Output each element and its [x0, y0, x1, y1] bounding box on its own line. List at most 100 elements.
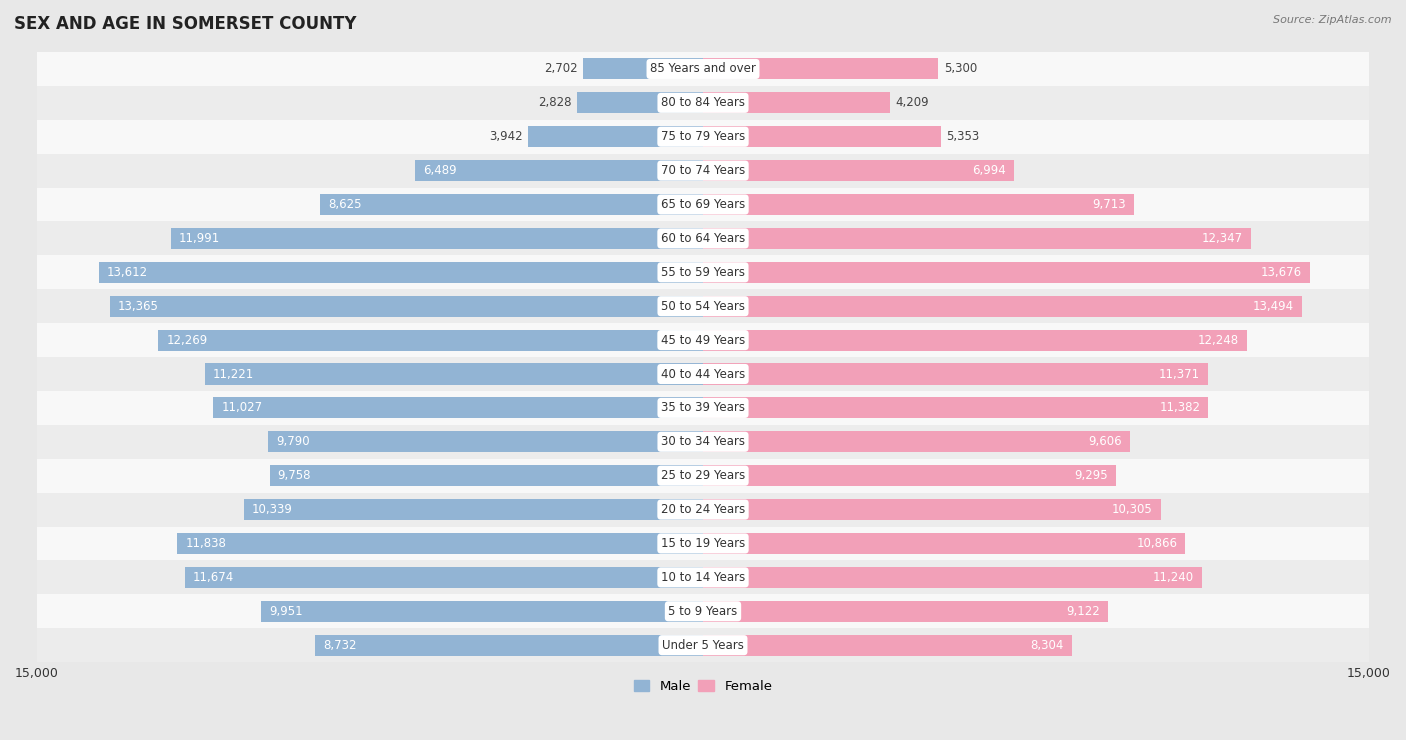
Bar — [37, 187, 1369, 221]
Bar — [703, 296, 1302, 317]
Text: 3,942: 3,942 — [489, 130, 523, 144]
Text: 8,625: 8,625 — [328, 198, 361, 211]
Text: 9,951: 9,951 — [269, 605, 302, 618]
Bar — [415, 160, 703, 181]
Text: 5,300: 5,300 — [943, 62, 977, 75]
Bar — [159, 329, 703, 351]
Bar — [37, 425, 1369, 459]
Text: 6,489: 6,489 — [423, 164, 457, 177]
Text: Under 5 Years: Under 5 Years — [662, 639, 744, 652]
Text: 75 to 79 Years: 75 to 79 Years — [661, 130, 745, 144]
Bar — [205, 363, 703, 385]
Bar — [37, 493, 1369, 527]
Text: Source: ZipAtlas.com: Source: ZipAtlas.com — [1274, 15, 1392, 25]
Text: 11,838: 11,838 — [186, 537, 226, 550]
Text: 12,269: 12,269 — [166, 334, 208, 346]
Text: 9,295: 9,295 — [1074, 469, 1108, 482]
Text: 11,382: 11,382 — [1160, 401, 1201, 414]
Text: 9,606: 9,606 — [1088, 435, 1122, 448]
Bar — [243, 499, 703, 520]
Bar — [703, 533, 1185, 554]
Text: 2,702: 2,702 — [544, 62, 578, 75]
Bar — [37, 120, 1369, 154]
Text: 11,221: 11,221 — [212, 368, 254, 380]
Bar — [37, 86, 1369, 120]
Text: 85 Years and over: 85 Years and over — [650, 62, 756, 75]
Text: 12,347: 12,347 — [1202, 232, 1243, 245]
Bar — [703, 329, 1247, 351]
Text: 11,240: 11,240 — [1153, 571, 1194, 584]
Text: 10,305: 10,305 — [1112, 503, 1153, 516]
Text: 12,248: 12,248 — [1198, 334, 1239, 346]
Text: 13,494: 13,494 — [1253, 300, 1294, 313]
Text: 9,713: 9,713 — [1092, 198, 1126, 211]
Bar — [170, 228, 703, 249]
Bar — [315, 635, 703, 656]
Bar — [37, 323, 1369, 357]
Bar — [703, 160, 1014, 181]
Text: 5 to 9 Years: 5 to 9 Years — [668, 605, 738, 618]
Text: 11,674: 11,674 — [193, 571, 233, 584]
Bar — [321, 194, 703, 215]
Text: 40 to 44 Years: 40 to 44 Years — [661, 368, 745, 380]
Bar — [262, 601, 703, 622]
Bar — [703, 194, 1135, 215]
Bar — [184, 567, 703, 588]
Text: 10,866: 10,866 — [1136, 537, 1177, 550]
Bar — [703, 262, 1310, 283]
Bar — [37, 289, 1369, 323]
Text: 11,991: 11,991 — [179, 232, 219, 245]
Bar — [37, 391, 1369, 425]
Text: 9,790: 9,790 — [276, 435, 309, 448]
Text: 70 to 74 Years: 70 to 74 Years — [661, 164, 745, 177]
Bar — [37, 154, 1369, 187]
Bar — [37, 52, 1369, 86]
Text: 13,365: 13,365 — [118, 300, 159, 313]
Text: 13,612: 13,612 — [107, 266, 148, 279]
Text: 2,828: 2,828 — [538, 96, 572, 110]
Text: 80 to 84 Years: 80 to 84 Years — [661, 96, 745, 110]
Bar — [37, 357, 1369, 391]
Bar — [37, 560, 1369, 594]
Bar — [703, 363, 1208, 385]
Bar — [583, 58, 703, 79]
Text: 11,371: 11,371 — [1159, 368, 1199, 380]
Text: 50 to 54 Years: 50 to 54 Years — [661, 300, 745, 313]
Text: 55 to 59 Years: 55 to 59 Years — [661, 266, 745, 279]
Bar — [37, 594, 1369, 628]
Bar — [98, 262, 703, 283]
Text: 5,353: 5,353 — [946, 130, 979, 144]
Text: 25 to 29 Years: 25 to 29 Years — [661, 469, 745, 482]
Bar — [37, 255, 1369, 289]
Text: 13,676: 13,676 — [1261, 266, 1302, 279]
Text: 9,122: 9,122 — [1066, 605, 1099, 618]
Legend: Male, Female: Male, Female — [628, 674, 778, 699]
Text: 6,994: 6,994 — [972, 164, 1005, 177]
Text: 20 to 24 Years: 20 to 24 Years — [661, 503, 745, 516]
Bar — [703, 635, 1071, 656]
Text: 8,304: 8,304 — [1031, 639, 1064, 652]
Text: 10 to 14 Years: 10 to 14 Years — [661, 571, 745, 584]
Bar — [703, 499, 1160, 520]
Text: 10,339: 10,339 — [252, 503, 292, 516]
Text: 30 to 34 Years: 30 to 34 Years — [661, 435, 745, 448]
Text: 4,209: 4,209 — [896, 96, 929, 110]
Bar — [703, 465, 1116, 486]
Bar — [37, 221, 1369, 255]
Bar — [37, 459, 1369, 493]
Text: 65 to 69 Years: 65 to 69 Years — [661, 198, 745, 211]
Bar — [214, 397, 703, 418]
Bar — [703, 58, 938, 79]
Bar — [269, 431, 703, 452]
Bar — [37, 628, 1369, 662]
Text: 15 to 19 Years: 15 to 19 Years — [661, 537, 745, 550]
Bar — [37, 527, 1369, 560]
Bar — [578, 92, 703, 113]
Bar — [703, 127, 941, 147]
Text: 8,732: 8,732 — [323, 639, 357, 652]
Text: SEX AND AGE IN SOMERSET COUNTY: SEX AND AGE IN SOMERSET COUNTY — [14, 15, 357, 33]
Bar — [703, 601, 1108, 622]
Text: 11,027: 11,027 — [221, 401, 263, 414]
Bar — [703, 431, 1129, 452]
Text: 9,758: 9,758 — [278, 469, 311, 482]
